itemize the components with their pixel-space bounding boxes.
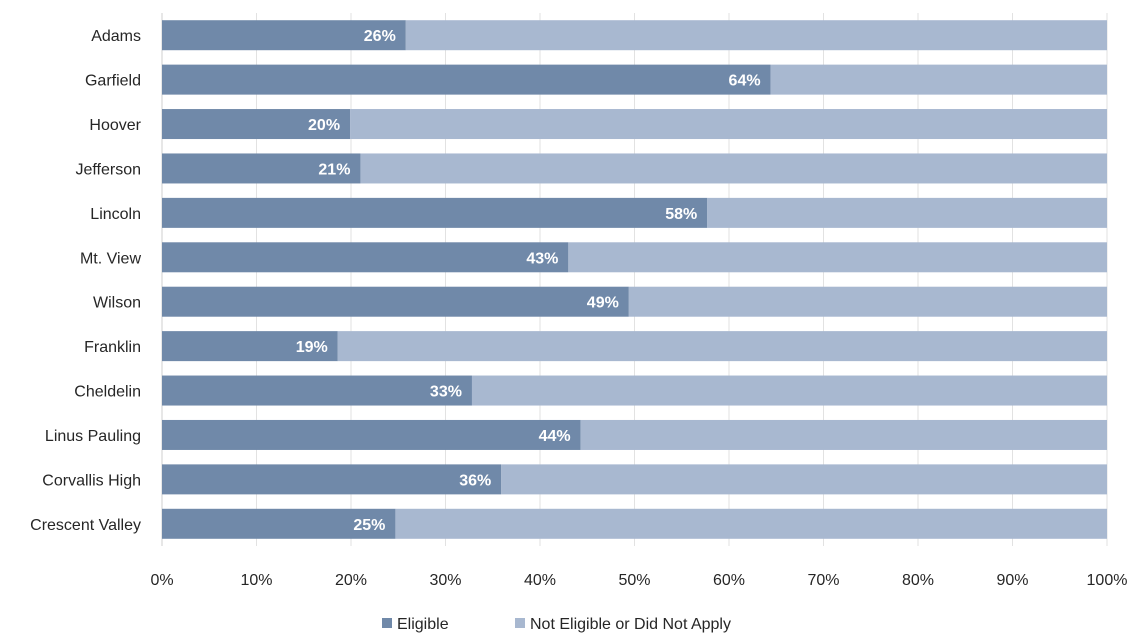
category-label: Adams	[91, 28, 141, 45]
category-label: Corvallis High	[42, 472, 141, 489]
category-label: Wilson	[93, 295, 141, 312]
bar-segment	[501, 464, 1107, 495]
data-label: 49%	[587, 295, 619, 312]
data-label: 58%	[665, 206, 697, 223]
bar-segment	[405, 20, 1107, 51]
data-label: 25%	[353, 517, 385, 534]
x-tick-label: 0%	[150, 572, 173, 589]
category-label: Lincoln	[90, 206, 141, 223]
category-label: Linus Pauling	[45, 428, 141, 445]
x-tick-label: 40%	[524, 572, 556, 589]
bars	[162, 20, 1108, 539]
bar-segment	[350, 109, 1107, 140]
legend-swatch	[515, 618, 525, 628]
data-label: 43%	[526, 250, 558, 267]
bar-segment	[162, 109, 351, 140]
data-label: 64%	[729, 73, 761, 90]
bar-segment	[580, 419, 1107, 450]
x-tick-label: 20%	[335, 572, 367, 589]
x-tick-label: 80%	[902, 572, 934, 589]
legend-label: Eligible	[397, 616, 449, 633]
data-label: 21%	[318, 161, 350, 178]
data-label: 19%	[296, 339, 328, 356]
bar-segment	[395, 508, 1107, 539]
x-axis-ticks: 0% 10% 20% 30% 40% 50% 60% 70% 80% 90% 100%	[150, 572, 1127, 589]
bar-segment	[707, 197, 1107, 228]
bar-segment	[337, 331, 1107, 362]
bar-segment	[162, 20, 406, 51]
bar-segment	[162, 242, 569, 273]
bar-segment	[162, 419, 581, 450]
bar-segment	[471, 375, 1108, 406]
data-label: 36%	[459, 472, 491, 489]
category-label: Jefferson	[75, 161, 141, 178]
category-label: Franklin	[84, 339, 141, 356]
data-label: 20%	[308, 117, 340, 134]
legend: Eligible Not Eligible or Did Not Apply	[382, 616, 731, 633]
legend-label: Not Eligible or Did Not Apply	[530, 616, 731, 633]
x-tick-label: 60%	[713, 572, 745, 589]
bar-segment	[162, 464, 502, 495]
x-tick-label: 10%	[240, 572, 272, 589]
category-labels: Adams Garfield Hoover Jefferson Lincoln Mt. V…	[30, 28, 142, 534]
data-labels: 26% 64% 20% 21% 58% 43% 49% 19% 33% 44% 36% 25%	[296, 28, 761, 534]
x-tick-label: 50%	[618, 572, 650, 589]
x-tick-label: 30%	[429, 572, 461, 589]
data-label: 33%	[430, 384, 462, 401]
bar-segment	[162, 331, 338, 362]
bar-segment	[628, 286, 1107, 317]
bar-segment	[162, 286, 629, 317]
bar-segment	[162, 508, 396, 539]
data-label: 26%	[364, 28, 396, 45]
bar-segment	[162, 197, 708, 228]
bar-segment	[162, 64, 771, 95]
category-label: Garfield	[85, 73, 141, 90]
category-label: Mt. View	[80, 250, 142, 267]
x-tick-label: 70%	[807, 572, 839, 589]
gridlines	[161, 13, 1108, 546]
data-label: 44%	[539, 428, 571, 445]
bar-segment	[568, 242, 1107, 273]
x-tick-label: 90%	[996, 572, 1028, 589]
bar-segment	[162, 375, 472, 406]
bar-segment	[770, 64, 1107, 95]
bar-segment	[360, 153, 1107, 184]
category-label: Cheldelin	[74, 384, 141, 401]
legend-swatch	[382, 618, 392, 628]
category-label: Crescent Valley	[30, 517, 141, 534]
category-label: Hoover	[89, 117, 141, 134]
x-tick-label: 100%	[1087, 572, 1128, 589]
bar-segment	[162, 153, 361, 184]
